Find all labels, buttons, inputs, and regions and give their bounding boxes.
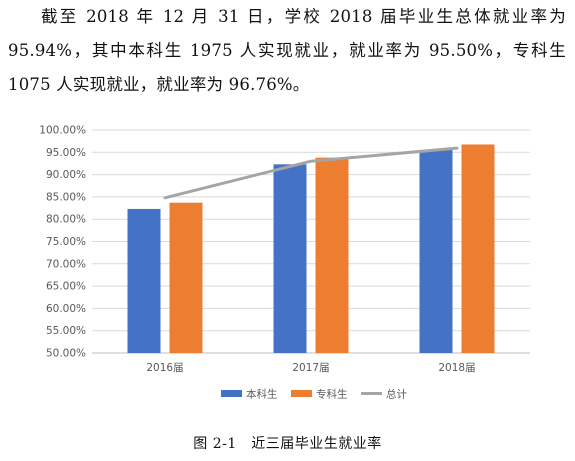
legend-label: 总计: [386, 388, 407, 401]
legend-swatch-专科生: [291, 390, 312, 397]
y-tick-label: 80.00%: [46, 214, 86, 226]
legend-label: 本科生: [246, 388, 278, 401]
y-tick-label: 90.00%: [46, 169, 86, 181]
x-category-label: 2016届: [146, 362, 183, 374]
bar-专科生: [315, 157, 349, 353]
x-category-label: 2017届: [292, 362, 329, 374]
intro-paragraph: 截至 2018 年 12 月 31 日，学校 2018 届毕业生总体就业率为 9…: [8, 7, 566, 94]
y-tick-label: 50.00%: [46, 348, 86, 360]
employment-rate-chart: 50.00% 55.00% 60.00% 65.00% 70.00% 75.00% 80.0…: [20, 110, 560, 410]
bar-专科生: [461, 144, 495, 353]
y-tick-label: 55.00%: [46, 325, 86, 337]
bar-本科生: [273, 164, 307, 353]
bar-本科生: [127, 208, 161, 353]
line-总计: [163, 146, 459, 200]
y-tick-label: 70.00%: [46, 258, 86, 270]
bar-本科生: [419, 150, 453, 353]
figure-caption: 图 2-1 近三届毕业生就业率: [193, 436, 382, 452]
y-tick-label: 100.00%: [39, 125, 86, 137]
chart-svg: 50.00% 55.00% 60.00% 65.00% 70.00% 75.00% 80.0…: [39, 125, 530, 401]
legend-swatch-本科生: [221, 390, 242, 397]
y-tick-label: 85.00%: [46, 191, 86, 203]
x-category-label: 2018届: [438, 362, 475, 374]
y-tick-label: 95.00%: [46, 147, 86, 159]
y-tick-label: 60.00%: [46, 303, 86, 315]
y-tick-label: 65.00%: [46, 281, 86, 293]
y-tick-label: 75.00%: [46, 236, 86, 248]
legend-label: 专科生: [316, 388, 348, 401]
bar-专科生: [169, 202, 203, 353]
